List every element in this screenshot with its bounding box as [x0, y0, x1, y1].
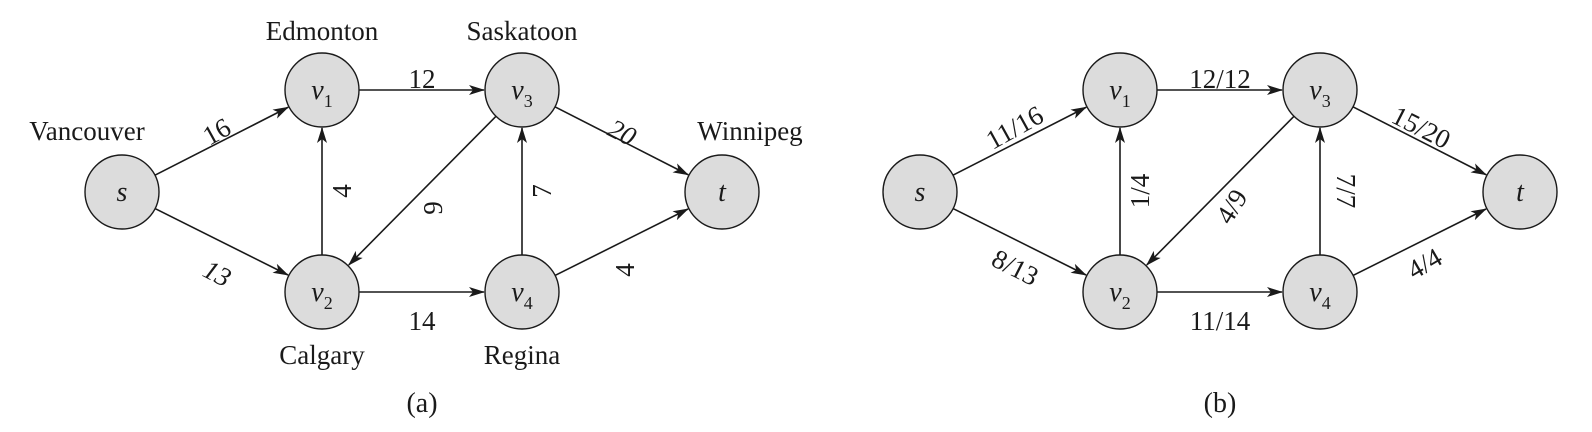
node-v3-circle: [484, 52, 560, 128]
edge-label-v4-v3: 7/7: [1331, 174, 1361, 209]
edge-v3-t: [1352, 106, 1488, 176]
node-t-label: t: [718, 177, 727, 208]
node-s-label: s: [915, 177, 926, 208]
node-v1: v1: [1082, 52, 1158, 128]
node-v4-circle: [484, 254, 560, 330]
node-v4-label: v4: [1309, 277, 1330, 313]
edge-label-s-v1: 11/16: [981, 100, 1048, 156]
edge-s-v1: [952, 106, 1088, 176]
edge-s-v1: [154, 106, 290, 176]
node-v3: v3: [484, 52, 560, 128]
node-v1-label: v1: [311, 75, 332, 111]
node-v2: v2: [284, 254, 360, 330]
edge-label-v4-t: 4: [610, 263, 640, 277]
node-v1-circle: [284, 52, 360, 128]
node-s-circle: [882, 154, 958, 230]
edge-s-v2: [952, 207, 1087, 276]
node-v1: v1: [284, 52, 360, 128]
panel-a: 16 13 12 4 9 14 7 20 4 s v1 v2 v3 v4 t Vancouver Edmonto…: [29, 16, 802, 419]
node-v2-label: v2: [311, 277, 332, 313]
node-t: t: [1482, 154, 1558, 230]
edge-label-v3-v2: 4/9: [1210, 184, 1254, 229]
node-v4-circle: [1282, 254, 1358, 330]
panel-caption: (a): [406, 388, 437, 419]
panel-caption: (b): [1204, 388, 1237, 419]
edge-label-s-v1: 16: [198, 112, 236, 151]
edge-v3-v2: [1146, 115, 1295, 266]
edge-label-v2-v4: 14: [409, 306, 437, 336]
edge-label-v3-t: 15/20: [1387, 100, 1455, 155]
node-s: s: [84, 154, 160, 230]
node-v2-circle: [284, 254, 360, 330]
edge-label-v3-t: 20: [603, 113, 641, 152]
edge-label-s-v2: 8/13: [987, 243, 1043, 292]
edge-label-v2-v1: 1/4: [1125, 173, 1155, 208]
node-v4: v4: [1282, 254, 1358, 330]
node-v3-label: v3: [1309, 75, 1330, 111]
node-v4-label: v4: [511, 277, 532, 313]
edge-label-v4-v3: 7: [527, 184, 557, 198]
node-s-label: s: [117, 177, 128, 208]
node-t-label: t: [1516, 177, 1525, 208]
edge-label-v1-v3: 12/12: [1189, 64, 1251, 94]
edge-label-v3-v2: 9: [418, 201, 448, 215]
node-t-circle: [684, 154, 760, 230]
city-label-t: Winnipeg: [697, 116, 802, 146]
edge-label-v2-v4: 11/14: [1190, 306, 1251, 336]
node-s-circle: [84, 154, 160, 230]
node-v4: v4: [484, 254, 560, 330]
node-t-circle: [1482, 154, 1558, 230]
node-s: s: [882, 154, 958, 230]
city-label-v2: Calgary: [279, 340, 365, 370]
edge-v4-t: [554, 208, 689, 277]
node-v2: v2: [1082, 254, 1158, 330]
city-label-s: Vancouver: [29, 116, 144, 146]
node-v3: v3: [1282, 52, 1358, 128]
city-label-v3: Saskatoon: [467, 16, 578, 46]
node-v1-circle: [1082, 52, 1158, 128]
edge-v3-v2: [348, 115, 497, 266]
city-label-v1: Edmonton: [266, 16, 379, 46]
node-t: t: [684, 154, 760, 230]
city-label-v4: Regina: [484, 340, 560, 370]
node-v1-label: v1: [1109, 75, 1130, 111]
edge-v3-t: [554, 106, 690, 176]
edge-label-s-v2: 13: [198, 254, 236, 293]
node-v3-circle: [1282, 52, 1358, 128]
edge-label-v2-v1: 4: [327, 184, 357, 198]
edge-s-v2: [154, 207, 289, 276]
node-v2-label: v2: [1109, 277, 1130, 313]
node-v2-circle: [1082, 254, 1158, 330]
node-v3-label: v3: [511, 75, 532, 111]
edge-v4-t: [1352, 208, 1487, 277]
edge-label-v1-v3: 12: [409, 64, 436, 94]
